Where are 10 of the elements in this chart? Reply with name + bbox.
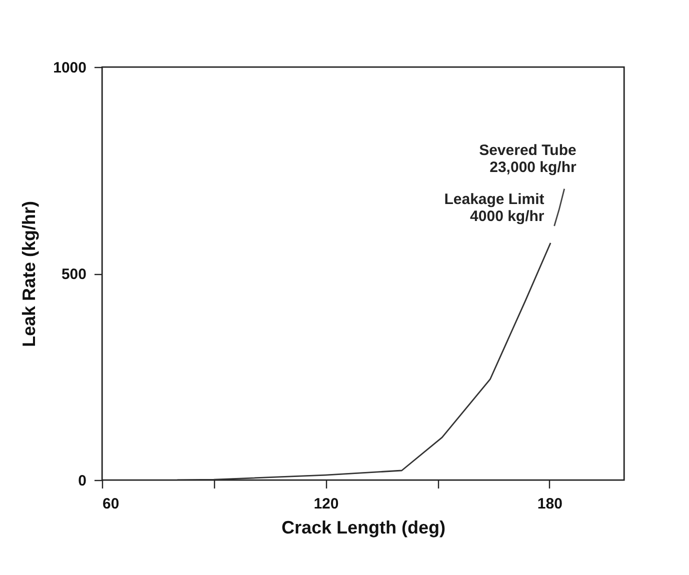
x-tick-label: 180	[537, 496, 562, 512]
y-tick-label: 500	[61, 266, 86, 283]
y-tick-label: 0	[78, 472, 86, 490]
y-axis-title: Leak Rate (kg/hr)	[19, 200, 40, 348]
x-tick-label: 60	[102, 496, 120, 512]
annotation: Severed Tube 23,000 kg/hr	[479, 142, 577, 176]
y-tick-label: 1000	[53, 60, 86, 76]
annotation: Leakage Limit 4000 kg/hr	[444, 191, 544, 226]
x-tick-label: 120	[314, 496, 339, 512]
x-axis-title: Crack Length (deg)	[281, 518, 446, 538]
